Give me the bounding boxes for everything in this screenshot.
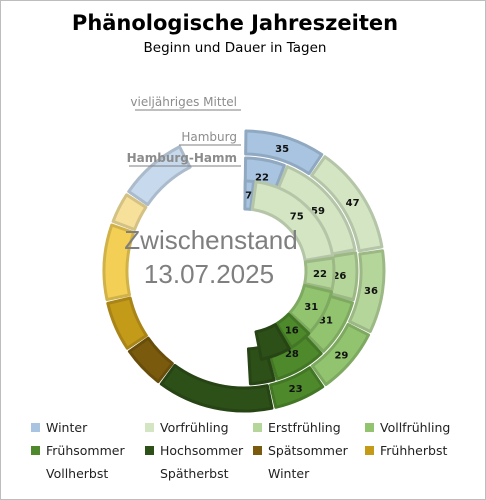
- segment-winter: [244, 129, 324, 176]
- legend-label: Erstfrühling: [268, 420, 341, 435]
- legend-item-vollherbst: Vollherbst: [46, 466, 108, 481]
- legend-label: Spätherbst: [160, 466, 229, 481]
- ring-name-labels: vieljähriges Mittel Hamburg Hamburg-Hamm: [127, 95, 241, 167]
- segment-vollfruehling: [310, 322, 371, 387]
- series-name-label: Hamburg-Hamm: [127, 151, 237, 165]
- legend-swatch: [365, 423, 374, 432]
- value-label-vollfruehling: 31: [304, 302, 318, 313]
- series-name-label: vieljähriges Mittel: [130, 95, 237, 109]
- segment-winter: [243, 179, 256, 211]
- legend-swatch: [31, 423, 40, 432]
- legend-swatch: [145, 423, 154, 432]
- value-label-erstfruehling: 36: [364, 286, 378, 297]
- segment-hochsommer: [254, 323, 291, 361]
- legend-item-winter2: Winter: [268, 466, 310, 481]
- legend-item-fruehsommer: Frühsommer: [31, 443, 125, 458]
- value-label-vorfruehling: 47: [346, 198, 360, 209]
- segment-fruehsommer: [275, 312, 311, 349]
- legend-swatch: [253, 423, 262, 432]
- value-label-erstfruehling: 22: [313, 269, 327, 280]
- legend-label: Winter: [46, 420, 88, 435]
- legend-swatch: [31, 446, 40, 455]
- segment-spaetsommer: [127, 336, 174, 384]
- legend-item-spaetherbst: Spätherbst: [160, 466, 229, 481]
- legend-item-erstfruehling: Erstfrühling: [253, 420, 341, 435]
- value-label-fruehsommer: 28: [285, 349, 299, 360]
- value-label-vorfruehling: 59: [311, 206, 325, 217]
- value-label-vorfruehling: 75: [290, 212, 304, 223]
- segment-winter2: [127, 145, 192, 207]
- status-label: Zwischenstand: [124, 225, 297, 255]
- value-label-vollfruehling: 31: [319, 315, 333, 326]
- series-name-label: Hamburg: [181, 130, 237, 144]
- segment-vorfruehling: [250, 180, 335, 262]
- value-label-winter: 35: [275, 144, 289, 155]
- legend-item-hochsommer: Hochsommer: [145, 443, 244, 458]
- legend-item-fruehherbst: Frühherbst: [365, 443, 447, 458]
- legend-label: Winter: [268, 466, 310, 481]
- legend-label: Vollherbst: [46, 466, 108, 481]
- legend-item-spaetsommer: Spätsommer: [253, 443, 349, 458]
- value-label-fruehsommer: 23: [289, 384, 303, 395]
- legend-swatch: [253, 446, 262, 455]
- value-label-winter: 22: [255, 173, 269, 184]
- segment-erstfruehling: [303, 256, 336, 291]
- ring-3: 7 75 22 31 16: [243, 179, 336, 361]
- segment-fruehherbst: [106, 296, 148, 350]
- segment-spaetherbst: [111, 193, 148, 231]
- value-label-fruehsommer: 16: [285, 326, 299, 337]
- legend-item-winter: Winter: [31, 420, 88, 435]
- chart-title: Phänologische Jahreszeiten: [72, 11, 398, 35]
- segment-fruehsommer: [269, 366, 325, 409]
- legend-label: Frühsommer: [46, 443, 125, 458]
- ring-1: 35 47 36 29 23: [102, 129, 386, 413]
- legend-label: Hochsommer: [160, 443, 244, 458]
- legend: Winter Vorfrühling Erstfrühling Vollfrühlin…: [31, 420, 450, 481]
- segment-erstfruehling: [348, 249, 386, 333]
- legend-label: Vollfrühling: [380, 420, 450, 435]
- value-label-erstfruehling: 26: [332, 271, 346, 282]
- legend-item-vollfruehling: Vollfrühling: [365, 420, 450, 435]
- legend-label: Frühherbst: [380, 443, 447, 458]
- legend-label: Vorfrühling: [160, 420, 229, 435]
- legend-label: Spätsommer: [268, 443, 349, 458]
- legend-swatch: [145, 446, 154, 455]
- segment-vollherbst: [102, 223, 135, 302]
- chart-subtitle: Beginn und Dauer in Tagen: [144, 40, 327, 56]
- value-label-vollfruehling: 29: [334, 350, 348, 361]
- status-date: 13.07.2025: [144, 259, 274, 289]
- segment-hochsommer: [159, 363, 274, 413]
- value-label-winter: 7: [245, 191, 252, 202]
- segment-vorfruehling: [310, 155, 384, 253]
- segment-vollfruehling: [288, 283, 334, 334]
- legend-item-vorfruehling: Vorfrühling: [145, 420, 229, 435]
- rings-group: 35 47 36 29 23 22 59 26 31 28 7 75 22 31 16: [102, 129, 386, 413]
- legend-swatch: [365, 446, 374, 455]
